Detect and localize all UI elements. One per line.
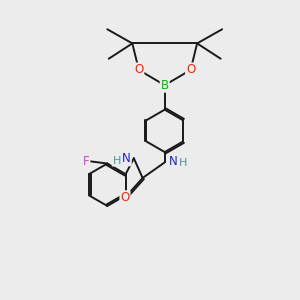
Text: F: F [83,155,89,168]
Text: N: N [169,155,177,168]
Text: O: O [186,63,195,76]
Text: N: N [122,152,131,165]
Text: O: O [134,63,143,76]
Text: H: H [112,156,121,166]
Text: B: B [161,79,169,92]
Text: O: O [120,191,130,204]
Text: H: H [179,158,187,168]
